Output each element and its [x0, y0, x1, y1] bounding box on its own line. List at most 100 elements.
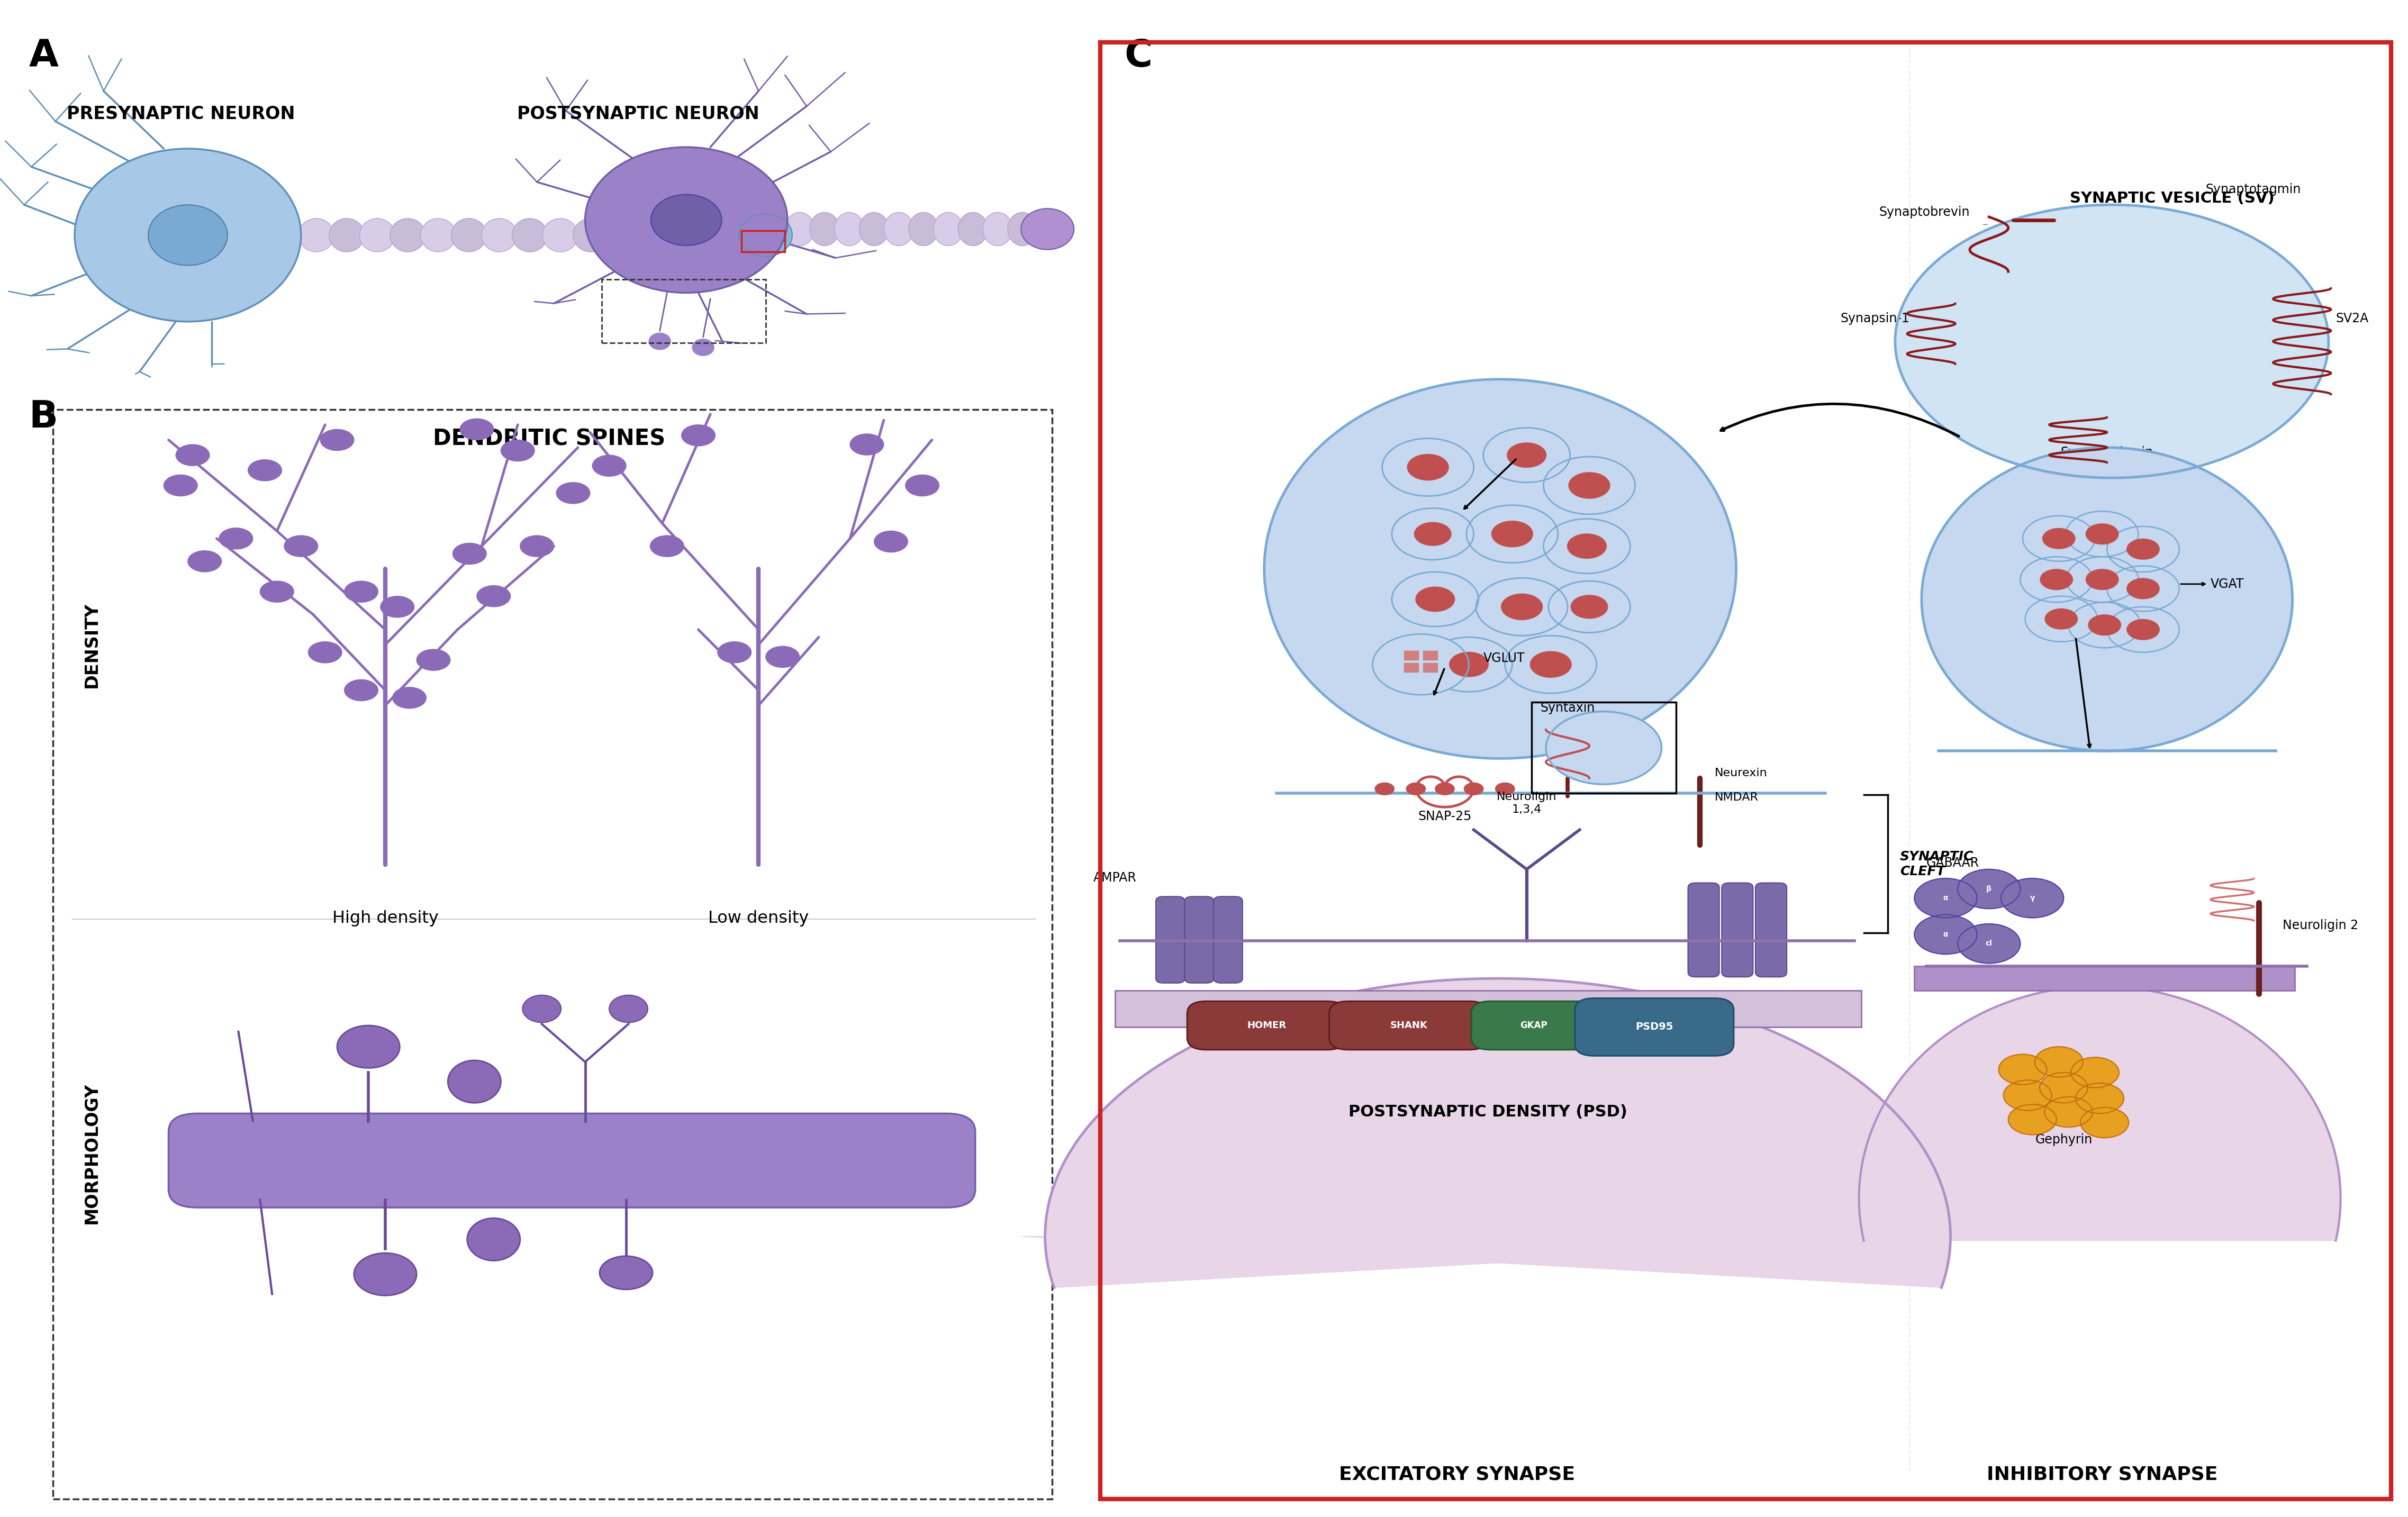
- Text: cl: cl: [1987, 941, 1991, 947]
- Circle shape: [2085, 569, 2119, 590]
- Circle shape: [520, 536, 554, 557]
- Circle shape: [2126, 578, 2160, 599]
- FancyBboxPatch shape: [1187, 1001, 1346, 1050]
- Polygon shape: [1922, 448, 2292, 751]
- Circle shape: [1450, 652, 1488, 677]
- Circle shape: [2023, 516, 2095, 561]
- Text: SNAP-25: SNAP-25: [1418, 810, 1471, 822]
- Ellipse shape: [982, 212, 1011, 246]
- Circle shape: [2020, 557, 2093, 602]
- Text: DENSITY: DENSITY: [82, 602, 101, 687]
- Circle shape: [453, 543, 486, 564]
- Ellipse shape: [739, 214, 792, 256]
- Circle shape: [2085, 523, 2119, 545]
- Ellipse shape: [696, 218, 730, 252]
- Ellipse shape: [1007, 212, 1038, 246]
- Text: PRESYNAPTIC NEURON: PRESYNAPTIC NEURON: [67, 105, 294, 123]
- FancyBboxPatch shape: [1575, 998, 1734, 1056]
- Circle shape: [2008, 1104, 2056, 1135]
- Text: HOMER: HOMER: [1247, 1021, 1286, 1030]
- Circle shape: [260, 581, 294, 602]
- Circle shape: [1495, 783, 1515, 795]
- Circle shape: [556, 482, 590, 504]
- Circle shape: [1568, 534, 1606, 558]
- Circle shape: [393, 687, 426, 708]
- Text: DENDRITIC SPINES: DENDRITIC SPINES: [433, 428, 665, 451]
- Circle shape: [1546, 711, 1662, 784]
- Ellipse shape: [604, 218, 638, 252]
- Ellipse shape: [609, 995, 648, 1022]
- Ellipse shape: [450, 218, 486, 252]
- Circle shape: [344, 680, 378, 701]
- Ellipse shape: [448, 1060, 501, 1103]
- Circle shape: [248, 460, 282, 481]
- Ellipse shape: [573, 218, 609, 252]
- Circle shape: [2044, 1097, 2093, 1127]
- Text: POSTSYNAPTIC DENSITY (PSD): POSTSYNAPTIC DENSITY (PSD): [1348, 1104, 1628, 1120]
- Circle shape: [1914, 915, 1977, 954]
- Ellipse shape: [523, 995, 561, 1022]
- Circle shape: [1529, 651, 1572, 678]
- Circle shape: [1570, 595, 1609, 619]
- Text: GKAP: GKAP: [1519, 1021, 1548, 1030]
- Ellipse shape: [1021, 208, 1074, 249]
- Text: SHANK: SHANK: [1389, 1021, 1428, 1030]
- Circle shape: [164, 475, 197, 496]
- Circle shape: [2044, 608, 2078, 630]
- Ellipse shape: [390, 218, 426, 252]
- FancyBboxPatch shape: [1722, 883, 1753, 977]
- Ellipse shape: [421, 218, 455, 252]
- FancyBboxPatch shape: [1755, 883, 1787, 977]
- FancyBboxPatch shape: [1688, 883, 1719, 977]
- Text: Neurexin: Neurexin: [1714, 768, 1767, 778]
- Circle shape: [1406, 783, 1426, 795]
- Ellipse shape: [908, 212, 939, 246]
- Circle shape: [380, 596, 414, 617]
- Circle shape: [1426, 637, 1512, 692]
- Text: Low density: Low density: [708, 910, 809, 927]
- Circle shape: [2126, 539, 2160, 560]
- Ellipse shape: [513, 218, 547, 252]
- Text: SYNAPTIC
CLEFT: SYNAPTIC CLEFT: [1900, 850, 1975, 878]
- Circle shape: [2107, 566, 2179, 611]
- Bar: [1423, 663, 1438, 672]
- Ellipse shape: [725, 218, 761, 252]
- Circle shape: [2071, 1057, 2119, 1088]
- Circle shape: [1416, 587, 1454, 611]
- Ellipse shape: [354, 1253, 417, 1296]
- Bar: [1404, 651, 1418, 660]
- Ellipse shape: [665, 218, 701, 252]
- Circle shape: [344, 581, 378, 602]
- Text: Synapsin-1: Synapsin-1: [1840, 313, 1910, 325]
- Circle shape: [1914, 878, 1977, 918]
- Bar: [1531, 702, 1676, 793]
- Text: PSD95: PSD95: [1635, 1022, 1674, 1032]
- Circle shape: [1435, 783, 1454, 795]
- Circle shape: [2001, 878, 2064, 918]
- FancyBboxPatch shape: [169, 1113, 975, 1208]
- Text: Syntaxin: Syntaxin: [1541, 702, 1594, 715]
- Text: INHIBITORY SYNAPSE: INHIBITORY SYNAPSE: [1987, 1465, 2218, 1484]
- Circle shape: [1464, 783, 1483, 795]
- Ellipse shape: [482, 218, 518, 252]
- Circle shape: [1958, 924, 2020, 963]
- Text: EXCITATORY SYNAPSE: EXCITATORY SYNAPSE: [1339, 1465, 1575, 1484]
- Circle shape: [2107, 607, 2179, 652]
- Text: Neuroligin
1,3,4: Neuroligin 1,3,4: [1498, 792, 1556, 815]
- Circle shape: [1500, 593, 1544, 620]
- Ellipse shape: [330, 218, 364, 252]
- Text: A: A: [29, 38, 58, 74]
- Circle shape: [650, 536, 684, 557]
- Circle shape: [2081, 1107, 2129, 1138]
- Ellipse shape: [648, 334, 669, 350]
- Ellipse shape: [299, 218, 335, 252]
- Circle shape: [1392, 508, 1474, 560]
- Circle shape: [2076, 1083, 2124, 1113]
- Circle shape: [1483, 428, 1570, 482]
- Bar: [1115, 991, 1861, 1027]
- Ellipse shape: [860, 212, 889, 246]
- Bar: [742, 231, 785, 252]
- Ellipse shape: [1033, 212, 1062, 246]
- FancyBboxPatch shape: [1156, 897, 1185, 983]
- Circle shape: [1476, 578, 1568, 636]
